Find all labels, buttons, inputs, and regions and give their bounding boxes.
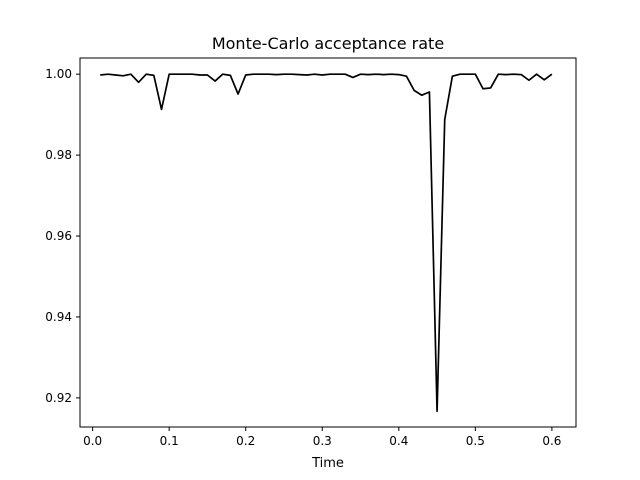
x-tick-label: 0.5 xyxy=(466,434,485,448)
x-tick-label: 0.3 xyxy=(313,434,332,448)
x-axis-label: Time xyxy=(311,456,344,471)
x-tick-label: 0.2 xyxy=(236,434,255,448)
y-axis: 0.92 0.94 0.96 0.98 1.00 xyxy=(45,67,80,405)
series-line-0 xyxy=(100,73,553,413)
plot-frame xyxy=(79,57,577,428)
y-tick-label: 0.94 xyxy=(45,310,72,324)
y-tick-label: 0.96 xyxy=(45,229,72,243)
plot-area xyxy=(100,73,553,413)
y-tick-label: 0.98 xyxy=(45,148,72,162)
y-tick-label: 1.00 xyxy=(45,67,72,81)
chart-title: Monte-Carlo acceptance rate xyxy=(212,34,444,53)
x-axis: 0.0 0.1 0.2 0.3 0.4 0.5 0.6 xyxy=(83,427,561,448)
x-tick-label: 0.1 xyxy=(160,434,179,448)
x-tick-label: 0.4 xyxy=(389,434,408,448)
x-tick-label: 0.6 xyxy=(542,434,561,448)
y-tick-label: 0.92 xyxy=(45,391,72,405)
x-tick-label: 0.0 xyxy=(83,434,102,448)
